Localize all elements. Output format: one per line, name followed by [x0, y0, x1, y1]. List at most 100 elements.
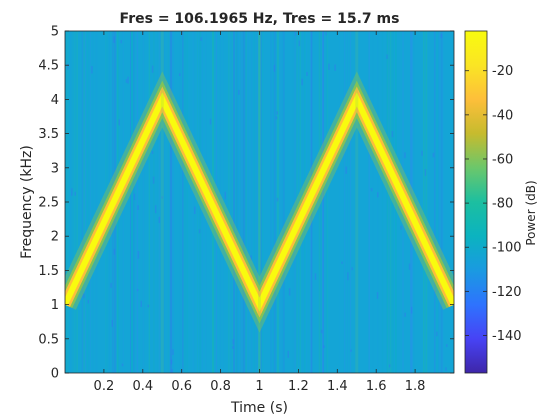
noise-speck	[136, 289, 139, 292]
noise-streak	[281, 31, 283, 373]
noise-streak	[236, 31, 237, 373]
noise-streak	[440, 31, 443, 373]
y-tick-label: 1.5	[38, 264, 59, 279]
noise-streak	[441, 31, 444, 373]
noise-streak	[85, 31, 87, 373]
noise-streak	[95, 31, 97, 373]
noise-speck	[275, 116, 278, 120]
colorbar-ticks: -20 -40 -60 -80 -100 -120 -140	[465, 64, 522, 344]
noise-streak	[377, 31, 379, 373]
noise-speck	[120, 40, 122, 44]
chart-title: Fres = 106.1965 Hz, Tres = 15.7 ms	[120, 11, 400, 27]
noise-streak	[391, 31, 394, 373]
noise-speck	[198, 229, 201, 234]
x-axis: 0.2 0.4 0.6 0.8 1 1.2 1.4 1.6 1.8	[94, 31, 426, 394]
noise-streak	[296, 31, 298, 373]
noise-speck	[314, 273, 317, 280]
noise-streak	[237, 31, 239, 373]
noise-streak	[347, 31, 348, 373]
turning-point-flare	[160, 31, 164, 373]
noise-streak	[260, 31, 262, 373]
noise-speck	[377, 192, 379, 198]
colorbar-tick-label: -100	[492, 241, 522, 256]
noise-streak	[131, 31, 134, 373]
x-axis-label: Time (s)	[230, 400, 288, 416]
noise-speck	[133, 193, 136, 201]
noise-streak	[251, 31, 253, 373]
x-tick-label: 1	[255, 379, 263, 394]
noise-speck	[345, 166, 347, 174]
noise-speck	[111, 320, 113, 327]
noise-streak	[142, 31, 145, 373]
noise-streak	[320, 31, 322, 373]
noise-speck	[224, 191, 226, 200]
x-tick-label: 1.4	[327, 379, 348, 394]
noise-streak	[326, 31, 328, 373]
noise-streak	[372, 31, 374, 373]
noise-streak	[318, 31, 320, 373]
colorbar-gradient	[464, 30, 488, 374]
noise-streak	[163, 31, 165, 373]
noise-streak	[283, 31, 285, 373]
colorbar-tick-label: -80	[492, 197, 513, 212]
noise-streak	[74, 31, 76, 373]
noise-streak	[439, 31, 441, 373]
noise-speck	[386, 54, 388, 59]
noise-speck	[99, 245, 102, 253]
noise-speck	[200, 37, 202, 41]
plot-area: 0.2 0.4 0.6 0.8 1 1.2 1.4 1.6 1.8 0 0.5 1 1.5 2 2.5 3 3…	[38, 25, 455, 394]
y-tick-label: 3	[51, 161, 59, 176]
noise-speck	[109, 229, 112, 235]
noise-streak	[321, 31, 324, 373]
noise-streak	[243, 31, 246, 373]
noise-speck	[118, 119, 120, 126]
noise-speck	[209, 118, 212, 125]
frequency-ridge	[65, 31, 454, 373]
noise-speck	[424, 169, 427, 176]
noise-streak	[339, 31, 340, 373]
noise-streak	[425, 31, 428, 373]
noise-streak	[245, 31, 247, 373]
noise-speck	[446, 344, 448, 347]
noise-speck	[341, 261, 343, 264]
noise-streak	[293, 31, 295, 373]
noise-streak	[247, 31, 249, 373]
colorbar-tick-label: -120	[492, 285, 522, 300]
noise-streak	[170, 31, 172, 373]
noise-streak	[159, 31, 161, 373]
noise-streak	[273, 31, 275, 373]
noise-speck	[408, 263, 411, 270]
noise-speck	[179, 73, 181, 76]
noise-streak	[270, 31, 273, 373]
x-tick-label: 0.2	[94, 379, 115, 394]
noise-streak	[179, 31, 182, 373]
x-tick-label: 0.8	[210, 379, 231, 394]
noise-speck	[351, 267, 353, 271]
noise-streak	[434, 31, 436, 373]
noise-speck	[445, 367, 447, 371]
noise-streak	[130, 31, 132, 373]
noise-streak	[84, 31, 86, 373]
noise-speck	[391, 131, 394, 138]
noise-streak	[182, 31, 184, 373]
noise-streak	[168, 31, 171, 373]
y-tick-label: 1	[51, 298, 59, 313]
noise-streak	[423, 31, 425, 373]
noise-speck	[350, 349, 352, 352]
noise-streak	[258, 31, 261, 373]
x-tick-label: 1.6	[366, 379, 387, 394]
noise-streak	[381, 31, 384, 373]
noise-speck	[334, 64, 336, 71]
noise-speck	[125, 79, 128, 83]
y-tick-label: 2.5	[38, 196, 59, 211]
noise-speck	[67, 63, 69, 70]
noise-streak	[137, 31, 139, 373]
noise-streak	[322, 31, 324, 373]
x-tick-label: 1.8	[405, 379, 426, 394]
noise-streak	[76, 31, 78, 373]
noise-speck	[172, 349, 174, 355]
noise-streak	[148, 31, 150, 373]
noise-speck	[91, 66, 93, 74]
noise-speck	[83, 293, 85, 299]
noise-speck	[137, 205, 139, 210]
